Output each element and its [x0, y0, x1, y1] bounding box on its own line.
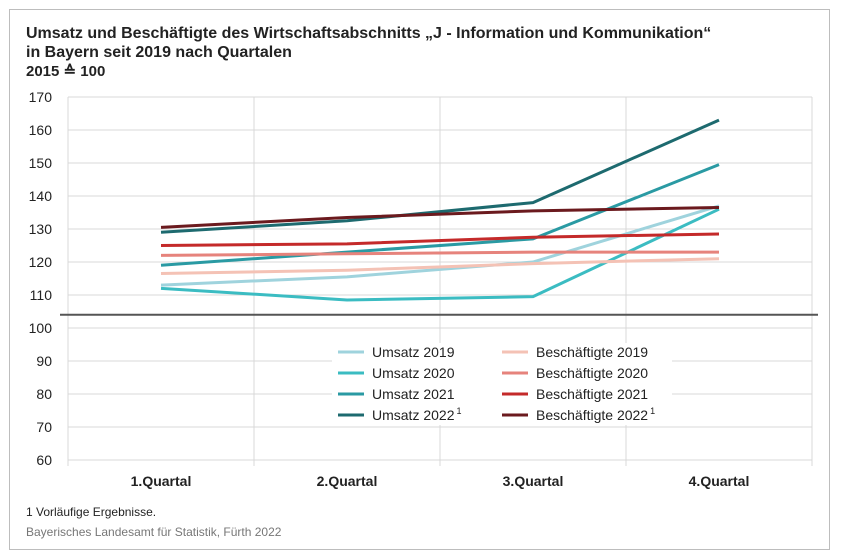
series-line-5 — [160, 250, 719, 257]
series-line-3 — [160, 118, 720, 234]
y-tick-label-150: 150 — [29, 155, 53, 171]
y-tick-label-160: 160 — [29, 122, 53, 138]
legend: Umsatz 2019 Umsatz 2020 Umsatz 2021 Umsatz … — [332, 343, 672, 425]
y-tick-label-100: 100 — [29, 320, 53, 336]
series-line-2 — [160, 163, 720, 267]
y-tick-label-120: 120 — [29, 254, 53, 270]
y-tick-label-130: 130 — [29, 221, 53, 237]
legend-label-1: Umsatz 2020 — [372, 365, 455, 381]
y-axis-ticks: 60 70 80 90 100 110 120 130 140 150 160 170 — [29, 89, 53, 468]
y-tick-label-70: 70 — [36, 419, 52, 435]
legend-footnote-mark: 1 — [456, 406, 461, 416]
chart-subtitle: 2015 ≙ 100 — [26, 63, 106, 80]
legend-background — [332, 343, 672, 425]
legend-label-6: Beschäftigte 2021 — [536, 386, 648, 402]
footnote: 1 Vorläufige Ergebnisse. — [26, 505, 157, 519]
legend-label-4: Beschäftigte 2019 — [536, 344, 648, 360]
legend-label-2: Umsatz 2021 — [372, 386, 455, 402]
y-tick-label-80: 80 — [36, 386, 52, 402]
x-tick-label: 3.Quartal — [503, 473, 564, 489]
y-tick-label-90: 90 — [36, 353, 52, 369]
x-tick-label: 2.Quartal — [317, 473, 378, 489]
legend-footnote-mark: 1 — [650, 406, 655, 416]
legend-label-3: Umsatz 2022 1 — [372, 406, 462, 423]
series-line-7 — [160, 206, 720, 229]
x-tick-label: 1.Quartal — [131, 473, 192, 489]
legend-label-7: Beschäftigte 2022 1 — [536, 406, 655, 423]
x-tick-label: 4.Quartal — [689, 473, 750, 489]
series-lines — [160, 118, 720, 302]
y-tick-label-110: 110 — [30, 287, 53, 303]
source-note: Bayerisches Landesamt für Statistik, Für… — [26, 525, 282, 539]
x-axis-ticks: 1.Quartal 2.Quartal 3.Quartal 4.Quartal — [131, 473, 750, 489]
series-line-6 — [160, 232, 720, 247]
series-line-0 — [160, 204, 720, 287]
chart-title: Umsatz und Beschäftigte des Wirtschaftsa… — [26, 24, 711, 62]
y-tick-label-140: 140 — [29, 188, 53, 204]
y-tick-label-60: 60 — [36, 452, 52, 468]
title-line-1: Umsatz und Beschäftigte des Wirtschaftsa… — [26, 25, 712, 42]
legend-label-0: Umsatz 2019 — [372, 344, 455, 360]
title-line-2: in Bayern seit 2019 nach Quartalen — [26, 44, 292, 61]
y-tick-label-170: 170 — [29, 89, 53, 105]
series-line-4 — [160, 257, 720, 276]
legend-label-5: Beschäftigte 2020 — [536, 365, 648, 381]
